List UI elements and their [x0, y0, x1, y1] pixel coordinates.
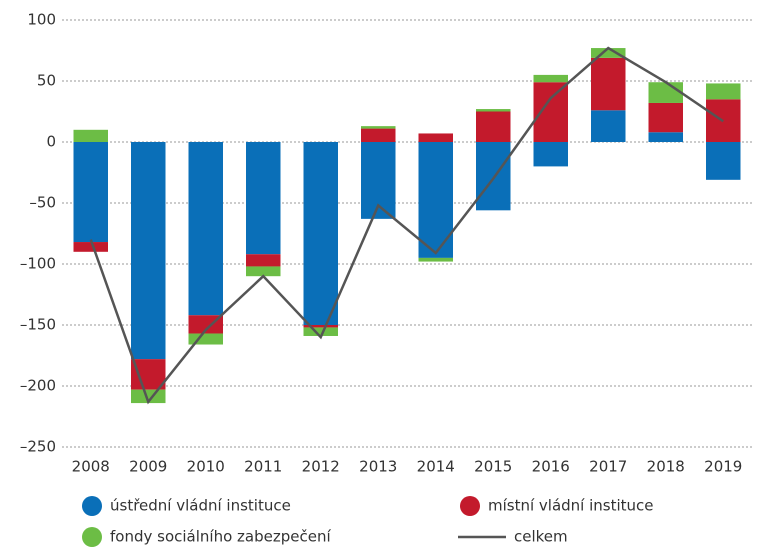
y-tick-label: –150: [20, 316, 56, 334]
bar: [648, 82, 683, 103]
x-tick-label: 2019: [704, 458, 742, 476]
x-tick-label: 2018: [647, 458, 685, 476]
bar: [418, 133, 453, 142]
x-tick-label: 2008: [72, 458, 110, 476]
bar: [591, 48, 626, 58]
bar: [648, 132, 683, 142]
bar: [591, 110, 626, 142]
bar: [476, 142, 511, 211]
legend-marker: [82, 527, 102, 547]
legend-label: fondy sociálního zabezpečení: [110, 528, 331, 546]
bar: [706, 142, 741, 180]
bar: [246, 254, 281, 267]
bar: [418, 257, 453, 262]
y-tick-label: 0: [46, 133, 56, 151]
bar: [246, 142, 281, 255]
bar: [361, 128, 396, 142]
bar: [73, 242, 108, 252]
bar: [361, 126, 396, 129]
legend-label: ústřední vládní instituce: [110, 497, 291, 515]
bar: [533, 82, 568, 142]
bar: [188, 142, 223, 316]
bar: [246, 266, 281, 277]
bar: [648, 102, 683, 133]
bar: [131, 142, 166, 360]
x-tick-label: 2014: [417, 458, 455, 476]
bar: [476, 109, 511, 112]
bar: [303, 325, 338, 328]
line: [89, 46, 724, 405]
bar: [73, 129, 108, 142]
x-tick-label: 2017: [589, 458, 627, 476]
bar: [591, 57, 626, 111]
bar: [131, 359, 166, 390]
bar: [303, 327, 338, 336]
bar: [73, 142, 108, 243]
legend-marker: [460, 496, 480, 516]
bar: [188, 315, 223, 334]
legend-marker: [82, 496, 102, 516]
bar: [706, 83, 741, 100]
y-tick-label: –200: [20, 377, 56, 395]
y-tick-label: –50: [29, 194, 56, 212]
x-tick-label: 2010: [187, 458, 225, 476]
bar: [303, 142, 338, 325]
x-tick-label: 2016: [532, 458, 570, 476]
y-tick-label: –100: [20, 255, 56, 273]
x-tick-label: 2015: [474, 458, 512, 476]
legend-label: místní vládní instituce: [488, 497, 654, 515]
x-tick-label: 2012: [302, 458, 340, 476]
bar: [188, 333, 223, 345]
y-tick-label: 50: [37, 72, 56, 90]
bar: [476, 111, 511, 142]
bar: [418, 142, 453, 258]
y-tick-label: 100: [27, 11, 56, 29]
y-tick-label: –250: [20, 438, 56, 456]
x-tick-label: 2011: [244, 458, 282, 476]
bar: [533, 74, 568, 83]
x-tick-label: 2013: [359, 458, 397, 476]
x-tick-label: 2009: [129, 458, 167, 476]
legend-label: celkem: [514, 528, 568, 546]
bar: [533, 142, 568, 167]
